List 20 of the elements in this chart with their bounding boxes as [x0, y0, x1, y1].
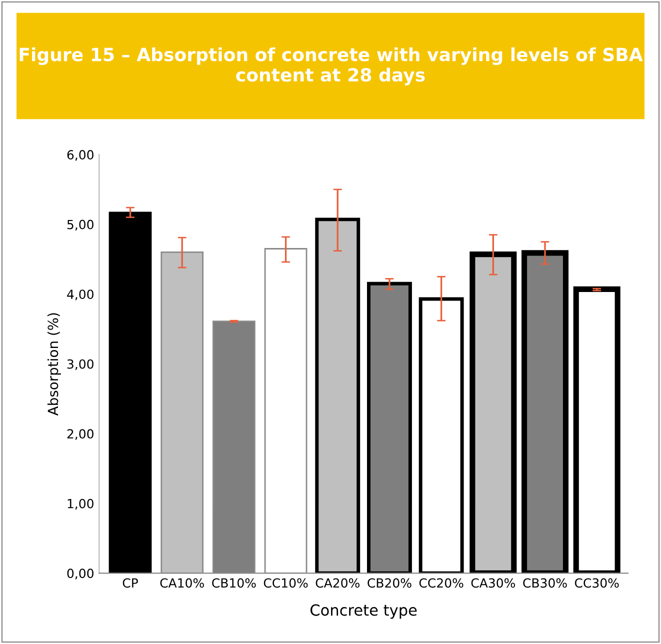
- x-tick-label: CB10%: [212, 578, 256, 588]
- y-tick-label: 0,00: [67, 568, 94, 580]
- y-axis-title: Absorption (%): [47, 313, 61, 416]
- y-tick-label: 6,00: [67, 150, 94, 161]
- x-tick-label: CA20%: [316, 578, 360, 588]
- chart-title: Figure 15 – Absorption of concrete with varying levels of SBA content at 28 days: [20, 47, 643, 86]
- y-tick-label: 3,00: [67, 359, 94, 370]
- y-tick-label: 2,00: [67, 429, 94, 440]
- x-tick-label: CC20%: [419, 578, 464, 588]
- x-tick-label: CP: [122, 578, 138, 588]
- x-tick-label: CB30%: [523, 578, 567, 588]
- x-tick-label: CC30%: [574, 578, 619, 588]
- x-tick-label: CA30%: [471, 578, 515, 588]
- x-tick-label: CB20%: [368, 578, 412, 588]
- x-axis-title: Concrete type: [310, 604, 417, 619]
- y-tick-label: 1,00: [68, 498, 94, 510]
- x-tick-label: CC10%: [264, 578, 308, 588]
- y-tick-label: 4,00: [67, 290, 94, 300]
- x-tick-label: CA10%: [160, 578, 204, 588]
- y-tick-label: 5,00: [67, 220, 94, 231]
